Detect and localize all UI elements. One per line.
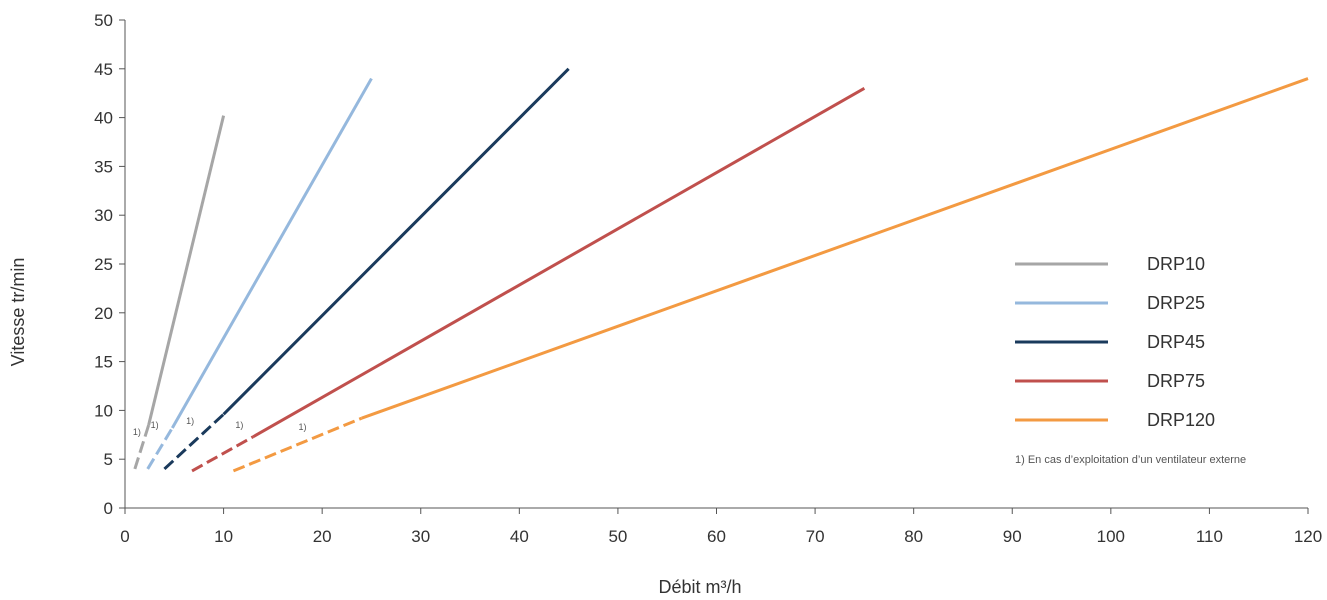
axes: 0 5 10 15 20 25 30 35 40 45 50 0 10 20 30 40 50 60 70 80 90 1… — [94, 11, 1322, 546]
legend-label-drp25: DRP25 — [1147, 293, 1205, 313]
x-tick-label: 110 — [1196, 527, 1223, 546]
series-drp25-marker: 1) — [151, 420, 159, 430]
y-tick-label: 10 — [94, 401, 113, 420]
series-layer: 1) 1) 1) 1) 1) — [133, 67, 1309, 473]
series-drp25-dashed — [146, 427, 174, 470]
x-tick-label: 120 — [1294, 527, 1322, 546]
series-drp45-line — [222, 67, 570, 416]
x-tick-label: 20 — [313, 527, 332, 546]
x-tick-label: 30 — [411, 527, 430, 546]
series-drp75-line — [252, 87, 866, 439]
y-tick-label: 20 — [94, 304, 113, 323]
series-drp120-dashed — [232, 416, 363, 473]
y-tick-label: 50 — [94, 11, 113, 30]
y-tick-label: 35 — [94, 157, 113, 176]
y-tick-label: 15 — [94, 353, 113, 372]
legend-label-drp45: DRP45 — [1147, 332, 1205, 352]
x-tick-label: 100 — [1097, 527, 1125, 546]
series-drp120-marker: 1) — [299, 422, 307, 432]
y-tick-label: 30 — [94, 206, 113, 225]
series-drp45-marker: 1) — [186, 416, 194, 426]
legend-label-drp75: DRP75 — [1147, 371, 1205, 391]
legend-label-drp120: DRP120 — [1147, 410, 1215, 430]
x-axis-title: Débit m³/h — [658, 577, 741, 597]
series-drp45-dashed — [163, 413, 225, 471]
series-drp10-line — [147, 115, 226, 426]
x-tick-label: 90 — [1003, 527, 1022, 546]
x-tick-label: 0 — [120, 527, 129, 546]
legend-label-drp10: DRP10 — [1147, 254, 1205, 274]
y-tick-label: 0 — [104, 499, 113, 518]
y-axis-title: Vitesse tr/min — [8, 258, 28, 367]
y-tick-label: 40 — [94, 109, 113, 128]
x-tick-label: 10 — [214, 527, 233, 546]
legend: DRP10 DRP25 DRP45 DRP75 DRP120 — [1015, 254, 1215, 430]
series-drp25-line — [171, 77, 373, 429]
x-tick-label: 80 — [904, 527, 923, 546]
series-drp75-marker: 1) — [235, 420, 243, 430]
series-drp10-dashed — [133, 424, 151, 470]
x-tick-label: 60 — [707, 527, 726, 546]
y-tick-label: 25 — [94, 255, 113, 274]
x-tick-label: 50 — [608, 527, 627, 546]
x-tick-label: 40 — [510, 527, 529, 546]
series-drp10-marker: 1) — [133, 427, 141, 437]
series-drp75-dashed — [191, 435, 254, 473]
y-tick-label: 45 — [94, 60, 113, 79]
x-tick-label: 70 — [806, 527, 825, 546]
footnote: 1) En cas d’exploitation d’un ventilateu… — [1015, 454, 1246, 466]
series-drp120-line — [361, 77, 1309, 420]
y-tick-label: 5 — [104, 450, 113, 469]
